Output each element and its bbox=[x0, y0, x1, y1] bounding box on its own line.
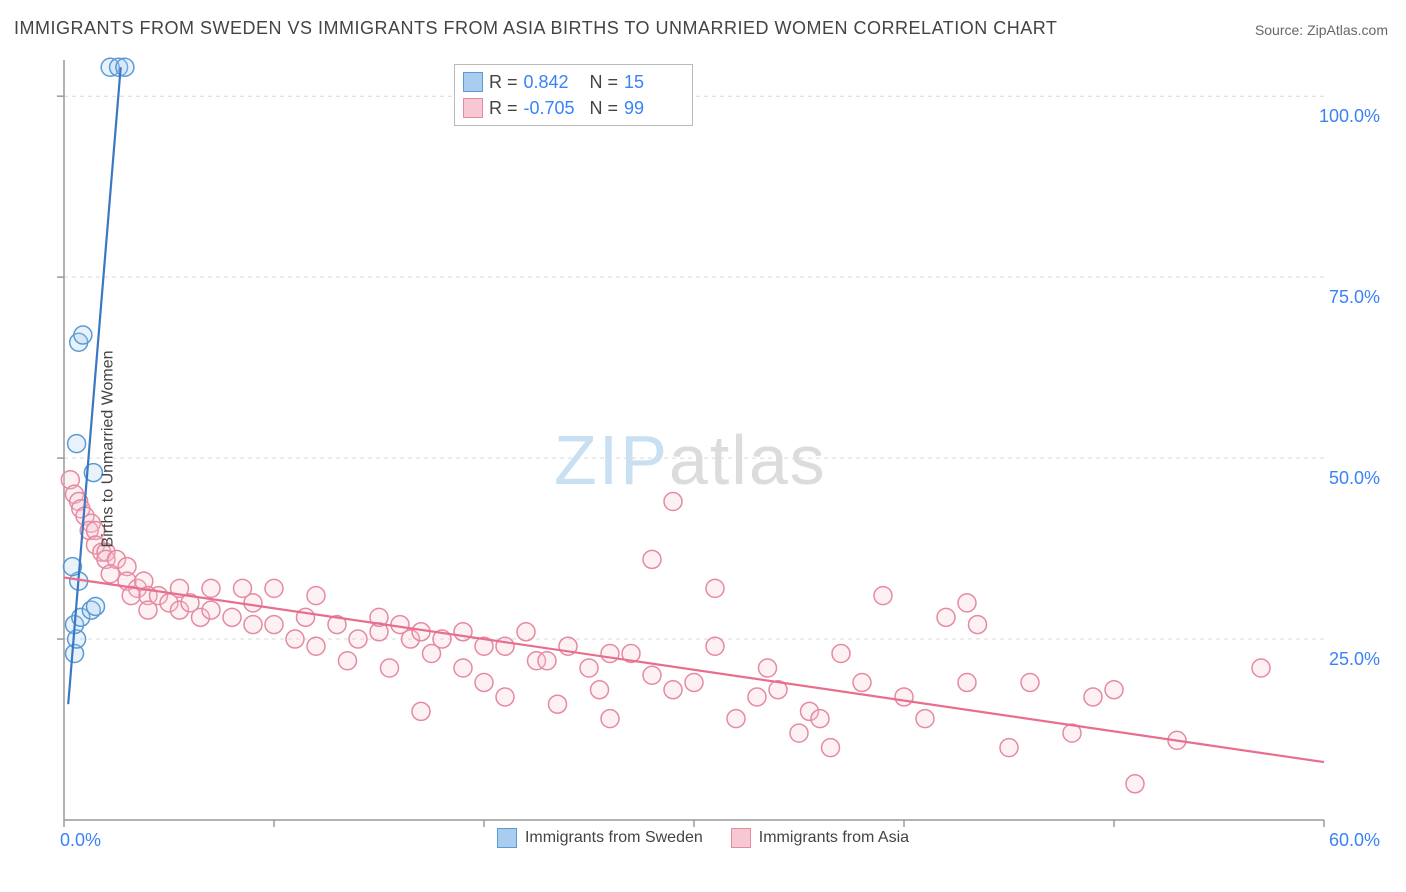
legend-swatch-icon bbox=[463, 72, 483, 92]
stat-r-label: R = bbox=[489, 95, 518, 121]
legend-label: Immigrants from Sweden bbox=[525, 829, 703, 847]
stat-r-label: R = bbox=[489, 69, 518, 95]
y-tick-label: 75.0% bbox=[1329, 287, 1380, 308]
stat-row: R = 0.842 N = 15 bbox=[463, 69, 684, 95]
legend-item: Immigrants from Asia bbox=[731, 828, 909, 848]
y-axis-label: Births to Unmarried Women bbox=[100, 350, 118, 547]
stat-r-value: -0.705 bbox=[524, 95, 584, 121]
y-tick-label: 25.0% bbox=[1329, 649, 1380, 670]
stat-n-label: N = bbox=[590, 95, 619, 121]
x-axis-legend: Immigrants from Sweden Immigrants from As… bbox=[14, 828, 1392, 848]
legend-swatch-icon bbox=[497, 828, 517, 848]
source-name: ZipAtlas.com bbox=[1307, 22, 1388, 38]
chart-container: Births to Unmarried Women ZIPatlas R = 0… bbox=[14, 50, 1392, 848]
legend-swatch-icon bbox=[731, 828, 751, 848]
source-attribution: Source: ZipAtlas.com bbox=[1255, 22, 1388, 38]
stat-n-value: 15 bbox=[624, 69, 684, 95]
scatter-plot bbox=[14, 50, 1392, 848]
stat-r-value: 0.842 bbox=[524, 69, 584, 95]
stat-n-label: N = bbox=[590, 69, 619, 95]
stat-row: R = -0.705 N = 99 bbox=[463, 95, 684, 121]
chart-title: IMMIGRANTS FROM SWEDEN VS IMMIGRANTS FRO… bbox=[14, 18, 1057, 39]
y-tick-label: 50.0% bbox=[1329, 468, 1380, 489]
source-prefix: Source: bbox=[1255, 22, 1307, 38]
legend-item: Immigrants from Sweden bbox=[497, 828, 703, 848]
y-tick-label: 100.0% bbox=[1319, 106, 1380, 127]
legend-swatch-icon bbox=[463, 98, 483, 118]
legend-label: Immigrants from Asia bbox=[759, 829, 909, 847]
stat-n-value: 99 bbox=[624, 95, 684, 121]
correlation-stats-box: R = 0.842 N = 15R = -0.705 N = 99 bbox=[454, 64, 693, 126]
